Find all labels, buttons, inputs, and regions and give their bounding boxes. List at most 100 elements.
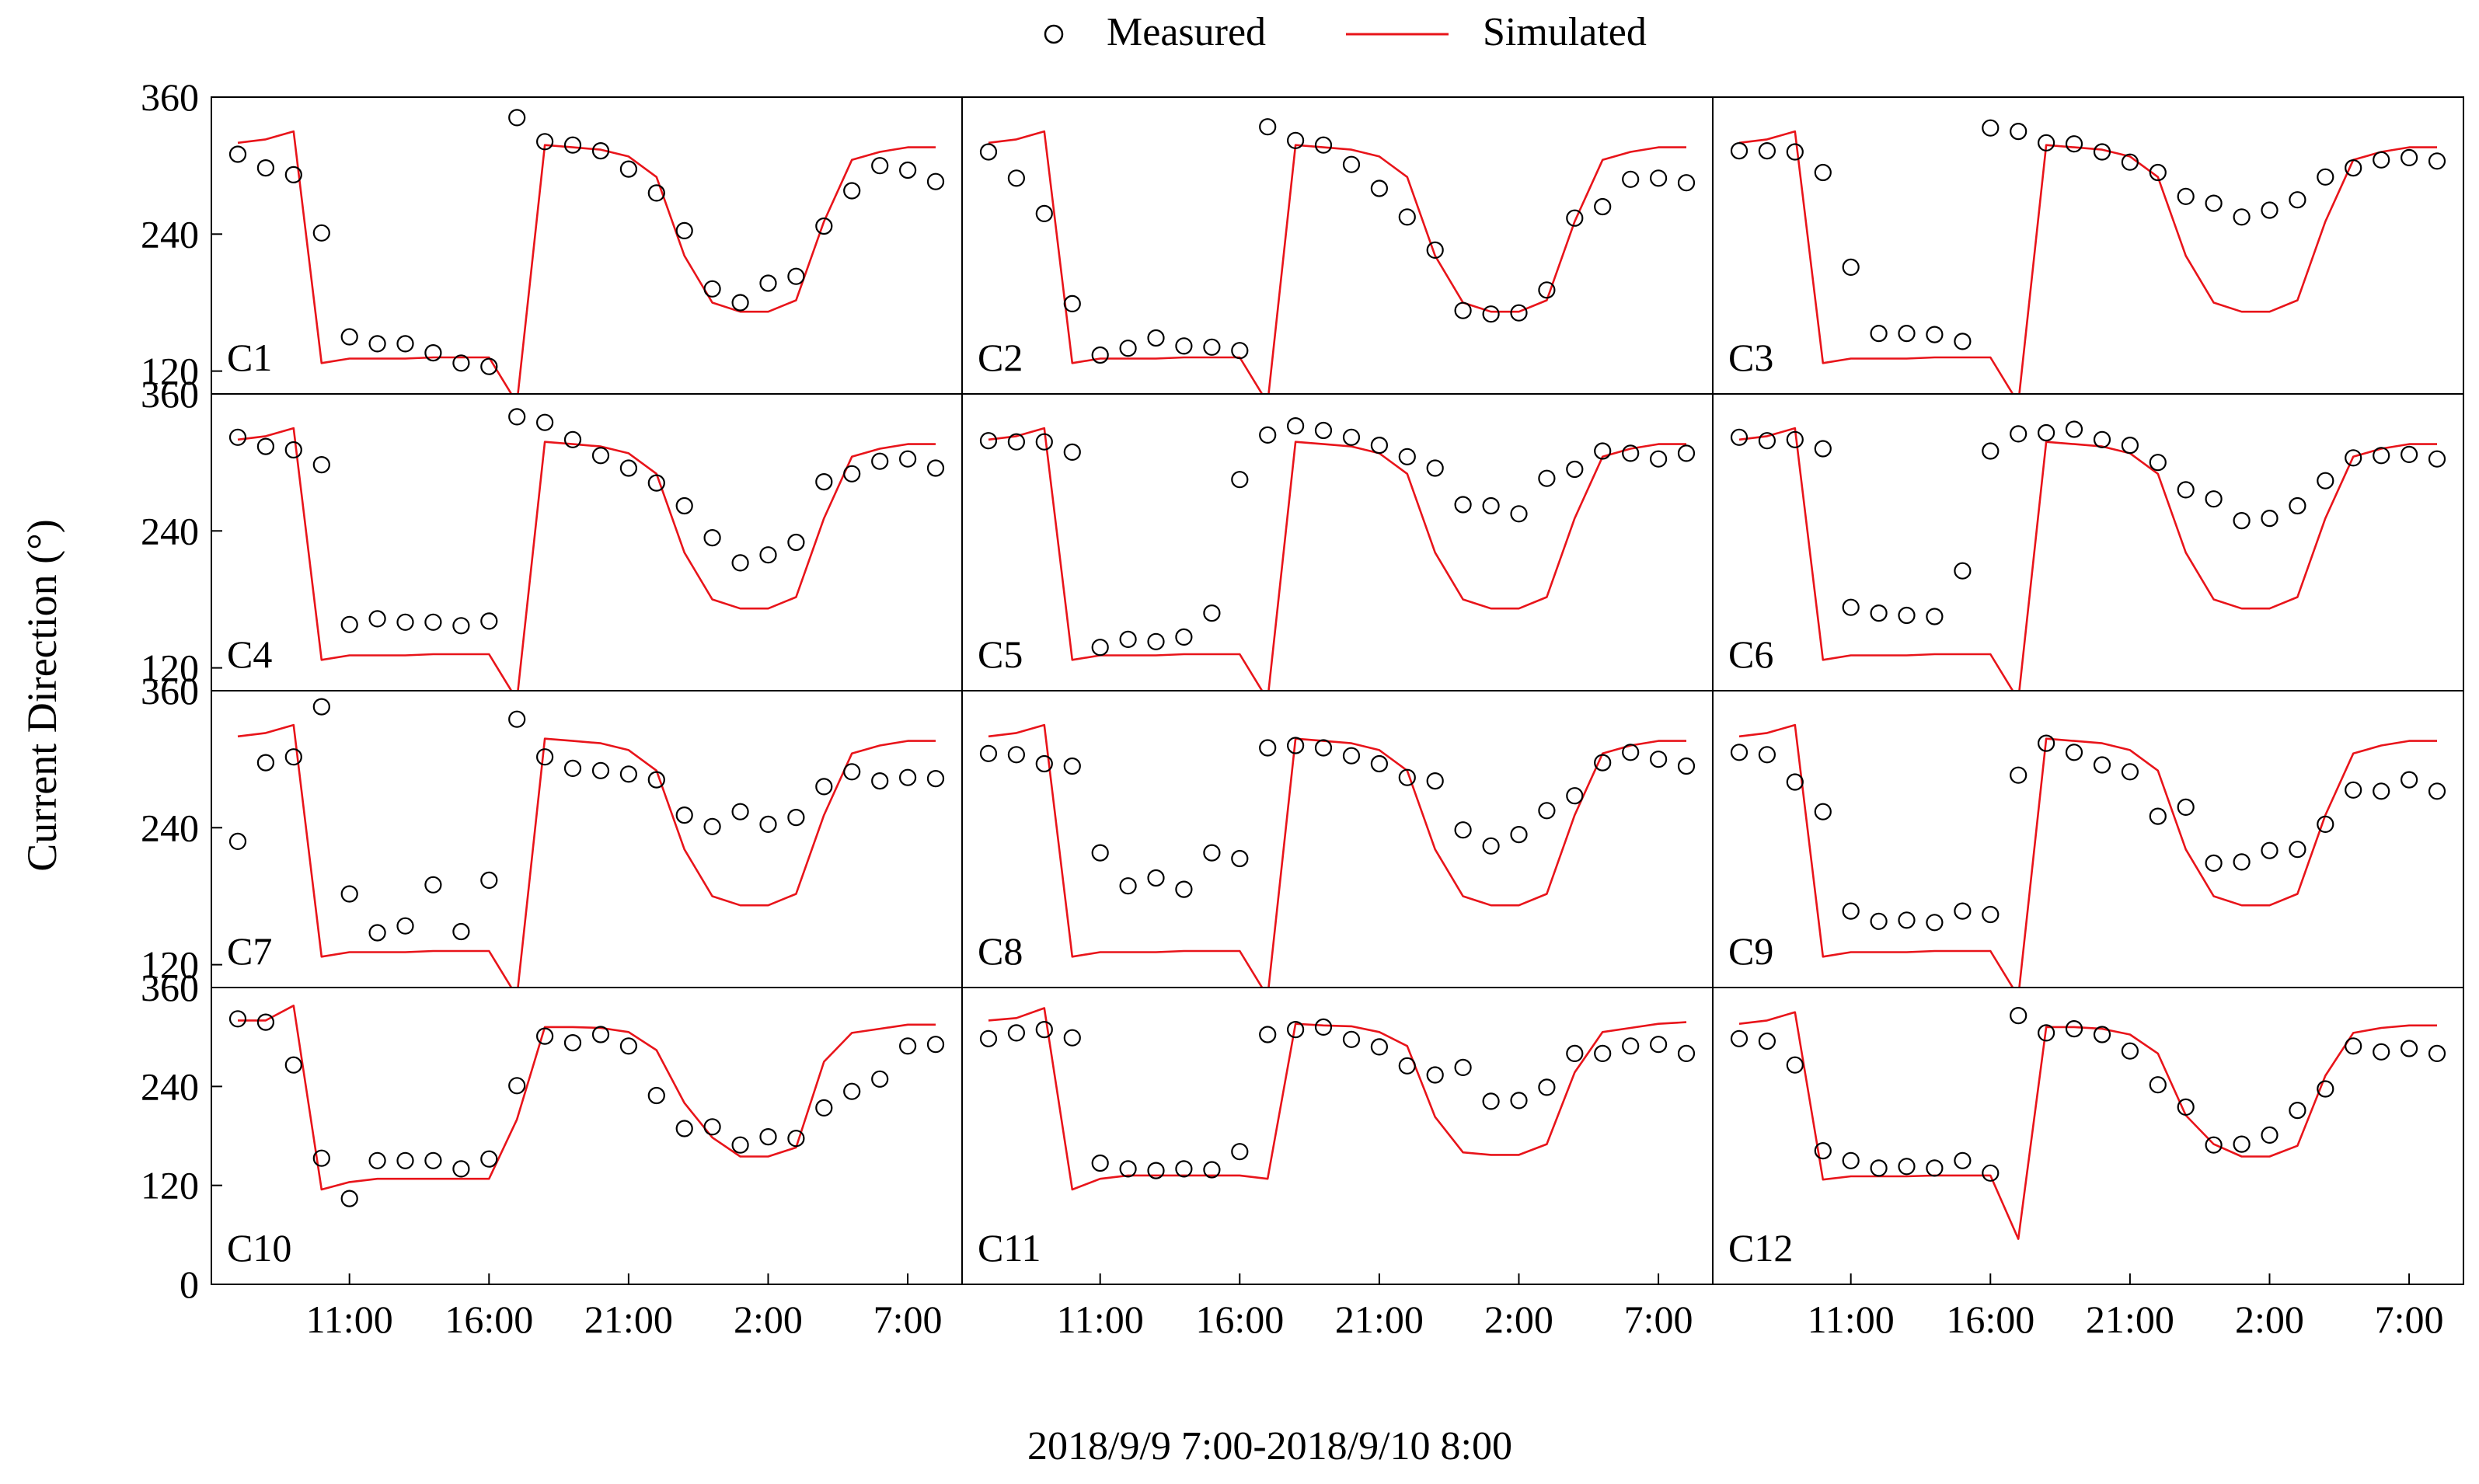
panel-frame [1712, 393, 2464, 691]
measured-point [424, 613, 442, 631]
measured-point [1954, 333, 1972, 350]
measured-point [535, 133, 554, 151]
measured-point [1758, 746, 1776, 764]
y-tick-label: 120 [141, 646, 199, 690]
measured-point [396, 1151, 414, 1169]
measured-point [731, 294, 749, 312]
simulated-line [237, 723, 936, 988]
measured-point [2401, 445, 2418, 464]
measured-point [2401, 1040, 2418, 1057]
measured-point [1398, 448, 1416, 465]
measured-point [1510, 304, 1528, 322]
measured-point [871, 157, 889, 175]
measured-point [1398, 1057, 1416, 1075]
measured-point [368, 335, 386, 353]
measured-point [2149, 163, 2167, 182]
y-tick-label: 120 [141, 943, 199, 987]
measured-point [1063, 757, 1081, 775]
measured-point [1982, 905, 2000, 924]
x-tick-label: 2:00 [1484, 1298, 1553, 1341]
measured-point [1259, 118, 1277, 136]
measured-point [1314, 421, 1333, 440]
measured-point [2038, 134, 2055, 152]
measured-point [619, 459, 638, 477]
measured-point [452, 922, 470, 941]
measured-point [480, 612, 498, 630]
measured-point [312, 455, 330, 474]
panel-frame [961, 690, 1714, 988]
measured-point [647, 474, 665, 492]
measured-point [2373, 1043, 2390, 1061]
measured-point [1370, 1038, 1389, 1056]
measured-point [2065, 744, 2083, 761]
y-tick-label: 0 [180, 1263, 199, 1306]
measured-point [731, 803, 749, 820]
measured-point [452, 1160, 470, 1178]
measured-point [1594, 1044, 1612, 1063]
measured-point [1926, 326, 1944, 343]
measured-point [979, 1029, 998, 1047]
measured-point [675, 221, 693, 239]
measured-point [1091, 346, 1109, 364]
panel-frame [961, 987, 1714, 1285]
measured-point [1594, 754, 1612, 772]
panel-label: C2 [978, 336, 1023, 379]
measured-point [815, 778, 833, 796]
measured-point [256, 159, 274, 177]
panel-c11: C11 11:00 16:00 21:00 2:00 7:00 [961, 987, 1714, 1341]
measured-point [1982, 1164, 2000, 1182]
measured-point [1342, 155, 1361, 173]
measured-point [2010, 766, 2027, 784]
measured-point [591, 447, 610, 465]
measured-point [591, 1026, 610, 1043]
measured-point [1063, 294, 1081, 312]
measured-point [1786, 773, 1804, 791]
measured-point [898, 768, 917, 786]
measured-point [284, 441, 302, 459]
panel-c5: C5 [961, 393, 1714, 691]
simulated-line [238, 1005, 936, 1191]
measured-point [480, 1150, 498, 1168]
measured-point [647, 184, 665, 202]
measured-point [1594, 442, 1612, 460]
measured-point [675, 1120, 693, 1137]
y-tick-label: 240 [141, 806, 199, 849]
x-tick-label: 16:00 [445, 1298, 533, 1341]
measured-point [1538, 1078, 1556, 1096]
panel-label: C10 [227, 1226, 291, 1270]
measured-point [1063, 443, 1081, 462]
panel-label: C6 [1728, 632, 1773, 676]
measured-point [1898, 325, 1916, 343]
measured-point [843, 763, 861, 781]
measured-point [2038, 423, 2055, 442]
measured-point [2038, 734, 2055, 752]
measured-point [1814, 163, 1832, 182]
panel-c3: C3 [1712, 96, 2464, 395]
measured-point [424, 344, 442, 362]
panel-frame [211, 987, 963, 1285]
panel-c10: C10 360 240 120 0 11:00 16:00 21:00 2:00 7:00 [141, 966, 963, 1341]
y-tick-label: 360 [141, 669, 199, 712]
measured-point [1454, 821, 1472, 839]
measured-point [2177, 798, 2195, 817]
measured-point [1650, 1036, 1668, 1054]
measured-point [1982, 119, 2000, 137]
measured-point [452, 617, 470, 635]
measured-point [1786, 143, 1804, 161]
measured-point [815, 1099, 833, 1117]
measured-point [1650, 169, 1668, 187]
measured-point [759, 274, 777, 292]
simulated-line [237, 130, 936, 394]
y-tick-label: 120 [141, 1164, 199, 1207]
panel-frame [1712, 690, 2464, 988]
measured-point [1426, 459, 1444, 477]
x-tick-label: 11:00 [1808, 1298, 1895, 1341]
measured-point [2065, 1019, 2083, 1038]
measured-point [979, 432, 998, 450]
legend-simulated-label: Simulated [1483, 10, 1647, 54]
measured-point [926, 1036, 945, 1054]
measured-point [787, 533, 805, 552]
measured-point [1842, 902, 1860, 920]
measured-point [926, 459, 945, 477]
